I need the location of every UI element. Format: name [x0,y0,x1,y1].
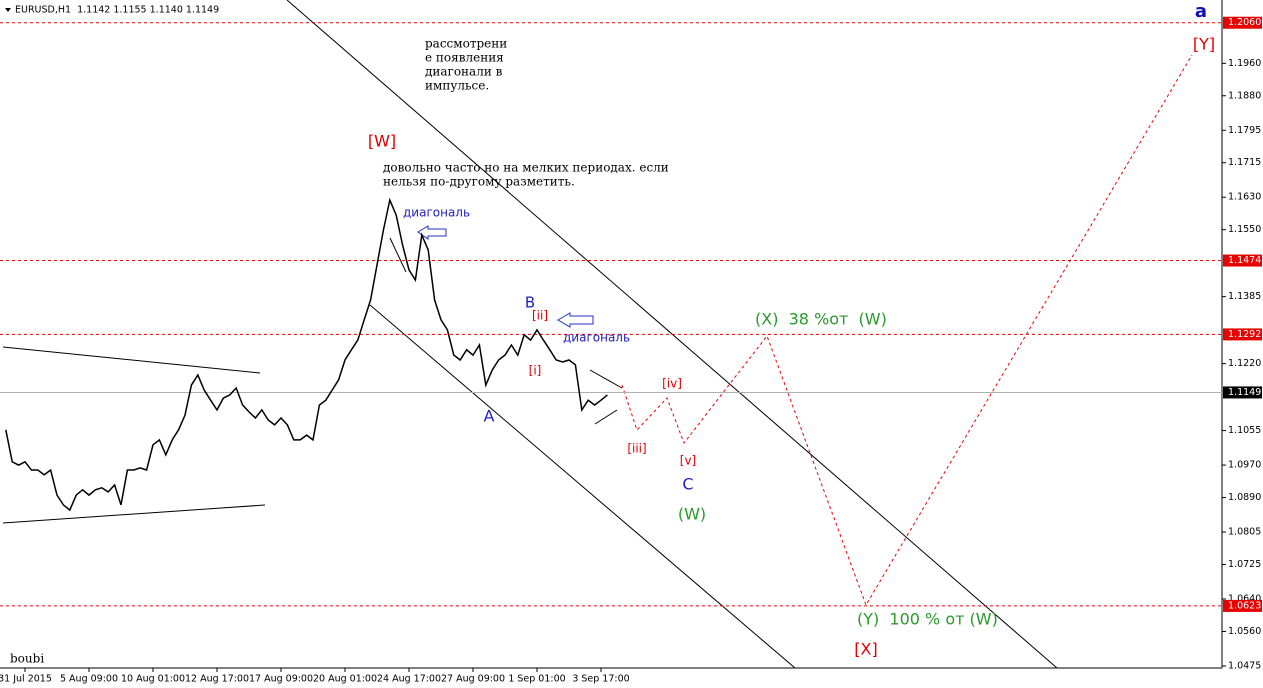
arrow [417,225,447,240]
price-line [5,197,608,512]
x-tick-label: 10 Aug 01:00 [121,674,185,685]
x-tick-label: 1 Sep 01:00 [508,674,565,685]
annotation: рассмотрени [425,37,507,51]
annotation: довольно часто но на мелких периодах. ес… [383,161,669,175]
annotation: нельзя по-другому разметить. [383,175,575,189]
y-tick-label: 1.0725 [1228,559,1261,570]
x-tick-label: 20 Aug 01:00 [313,674,377,685]
level-label-box [1223,16,1262,29]
x-tick-label: 5 Aug 09:00 [60,674,118,685]
x-tick-label: 24 Aug 17:00 [377,674,441,685]
y-tick-label: 1.1715 [1228,157,1261,168]
y-tick-label: 1.0475 [1228,660,1261,671]
annotation: [X] [854,640,877,659]
annotation: [Y] [1193,35,1215,54]
chart-header: EURUSD,H1 1.1142 1.1155 1.1140 1.1149 [15,5,219,16]
x-tick-label: 3 Sep 17:00 [572,674,629,685]
y-tick-label: 1.1960 [1228,58,1261,69]
annotation: [iv] [662,377,682,391]
arrow [557,312,594,328]
y-tick-label: 1.1385 [1228,291,1261,302]
annotation: B [525,294,535,312]
level-label-box [1223,599,1262,612]
x-tick-label: 12 Aug 17:00 [185,674,249,685]
y-tick-label: 1.1220 [1228,358,1261,369]
x-tick-label: 31 Jul 2015 [0,674,52,685]
forecast-path [621,54,1193,607]
y-tick-label: 1.1550 [1228,224,1261,235]
annotation: boubi [10,652,44,666]
y-tick-label: 1.0805 [1228,527,1261,538]
annotation: [W] [368,132,396,151]
y-tick-label: 1.1055 [1228,425,1261,436]
annotation: е появления [425,51,504,65]
x-tick-label: 17 Aug 09:00 [249,674,313,685]
triangle-lower [2,504,266,524]
annotation: [v] [680,454,696,468]
level-label: 1.0623 [1228,600,1261,611]
y-tick-label: 1.0970 [1228,460,1261,471]
current-price-box [1223,386,1262,399]
annotation: (Y) 100 % от (W) [857,610,998,629]
annotation: C [682,475,693,494]
y-tick-label: 1.0640 [1228,594,1261,605]
level-label: 1.1292 [1228,329,1261,340]
y-tick-label: 1.0560 [1228,626,1261,637]
y-tick-label: 1.1630 [1228,192,1261,203]
annotation: диагонали в [425,65,503,79]
annotation: [i] [529,364,542,378]
level-label: 1.2060 [1228,17,1261,28]
annotation: диагональ [563,331,630,345]
wedge-lower [594,409,618,425]
channel-lower [369,304,796,669]
annotation: импульсе. [425,79,489,93]
header-icon [5,8,11,12]
annotation: (W) [678,505,706,524]
annotation: [iii] [627,442,646,456]
current-price-label: 1.1149 [1228,387,1261,398]
x-tick-label: 27 Aug 09:00 [441,674,505,685]
y-tick-label: 1.0890 [1228,492,1261,503]
annotation: a [1195,1,1207,22]
y-tick-label: 1.1795 [1228,125,1261,136]
level-label-box [1223,254,1262,267]
annotation: A [484,407,495,426]
level-label-box [1223,328,1262,341]
y-tick-label: 1.1880 [1228,90,1261,101]
annotation: [ii] [532,309,548,323]
triangle-upper [2,346,261,374]
annotation: (X) 38 %от (W) [755,310,887,329]
diagonal-line [389,237,407,273]
annotation: диагональ [403,206,470,220]
wedge-upper [589,369,623,389]
level-label: 1.1474 [1228,255,1261,266]
